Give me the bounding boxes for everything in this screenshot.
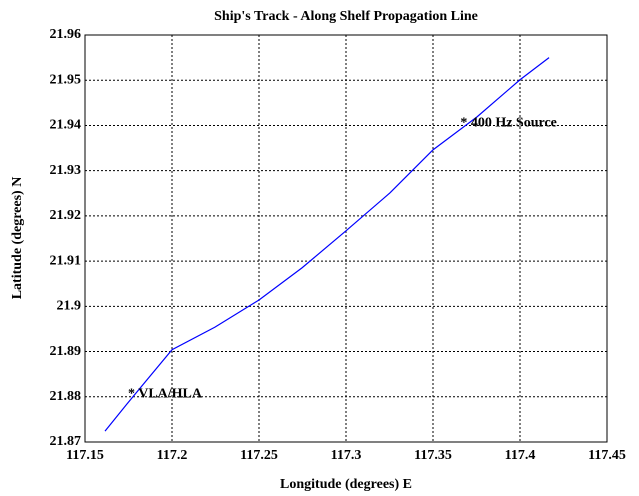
x-tick-label: 117.4 xyxy=(505,448,536,463)
x-tick-label: 117.3 xyxy=(331,448,362,463)
x-tick-label: 117.2 xyxy=(157,448,188,463)
y-tick-label: 21.9 xyxy=(57,299,82,314)
x-tick-label: 117.35 xyxy=(414,448,452,463)
x-tick-label: 117.15 xyxy=(66,448,104,463)
x-axis-label: Longitude (degrees) E xyxy=(280,477,412,492)
y-axis-label: Latitude (degrees) N xyxy=(10,177,25,300)
y-tick-label: 21.94 xyxy=(50,118,82,133)
y-tick-label: 21.96 xyxy=(50,27,82,42)
chart-title: Ship's Track - Along Shelf Propagation L… xyxy=(214,9,478,24)
y-tick-label: 21.89 xyxy=(50,344,82,359)
y-tick-label: 21.92 xyxy=(50,208,82,223)
track-line xyxy=(104,57,550,432)
y-tick-label: 21.91 xyxy=(50,253,82,268)
y-tick-label: 21.88 xyxy=(50,389,82,404)
plot-frame xyxy=(84,34,608,443)
y-tick-label: 21.93 xyxy=(50,163,82,178)
annotation: * VLA/HLA xyxy=(128,387,203,402)
x-tick-label: 117.45 xyxy=(588,448,626,463)
y-tick-label: 21.87 xyxy=(50,434,82,449)
x-tick-label: 117.25 xyxy=(240,448,278,463)
y-tick-label: 21.95 xyxy=(50,72,82,87)
annotation: * 400 Hz Source xyxy=(460,115,557,130)
